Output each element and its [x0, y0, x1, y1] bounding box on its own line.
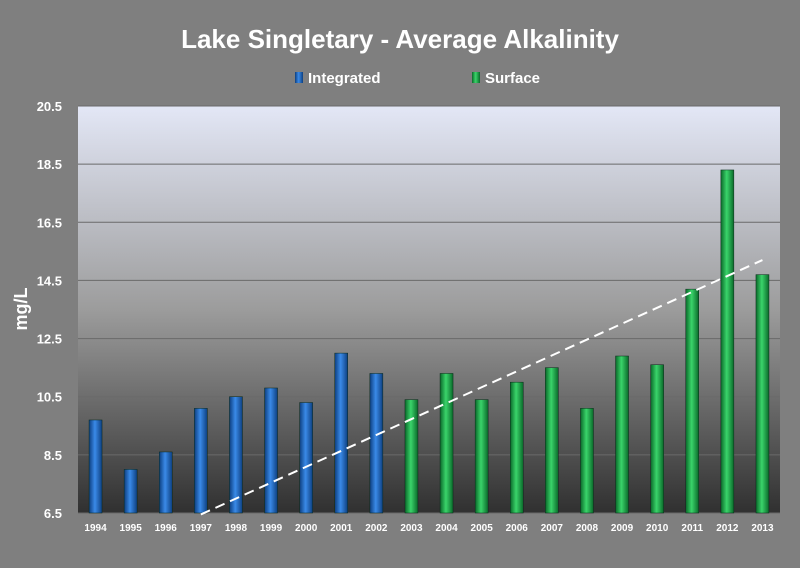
bar-integrated-2002 — [369, 373, 384, 514]
y-tick-label: 6.5 — [44, 506, 62, 521]
trendline — [200, 259, 763, 516]
bar-surface-2004 — [439, 373, 454, 514]
legend-label-integrated: Integrated — [308, 70, 381, 87]
bar-surface-2009 — [615, 355, 629, 514]
x-tick-label: 1994 — [84, 523, 107, 534]
chart-title: Lake Singletary - Average Alkalinity — [181, 24, 619, 54]
bar-surface-2013 — [755, 274, 770, 514]
x-tick-label: 2004 — [435, 523, 458, 534]
x-tick-label: 2007 — [541, 523, 564, 534]
x-tick-label: 2005 — [471, 523, 494, 534]
plot-area — [78, 106, 780, 513]
bar-integrated-1998 — [229, 396, 243, 514]
legend-swatch-surface — [472, 72, 480, 83]
bar-surface-2010 — [650, 364, 664, 514]
y-axis-label: mg/L — [11, 287, 31, 330]
x-tick-label: 2011 — [681, 523, 703, 534]
y-tick-label: 18.5 — [37, 157, 62, 172]
bar-surface-2003 — [404, 399, 419, 514]
x-tick-label: 2010 — [646, 523, 669, 534]
x-tick-label: 2001 — [330, 523, 353, 534]
x-tick-label: 2000 — [295, 523, 318, 534]
y-tick-label: 16.5 — [37, 215, 62, 230]
x-tick-label: 2009 — [611, 523, 634, 534]
trendline-dashed — [200, 259, 763, 516]
x-tick-label: 2006 — [506, 523, 529, 534]
y-tick-label: 10.5 — [37, 390, 62, 405]
x-tick-label: 1999 — [260, 523, 283, 534]
x-tick-label: 1997 — [190, 523, 213, 534]
bar-surface-2011 — [685, 288, 699, 514]
bar-surface-2012 — [720, 169, 735, 514]
y-tick-label: 12.5 — [37, 332, 62, 347]
x-axis-ticks: 1994 1995 1996 1997 1998 1999 2000 2001 2002 2003… — [84, 523, 774, 534]
bar-integrated-2001 — [334, 352, 348, 514]
y-axis-ticks: 6.5 8.5 10.5 12.5 14.5 16.5 18.5 20.5 — [37, 99, 62, 521]
bar-surface-2008 — [580, 408, 594, 514]
bar-surface-2005 — [474, 399, 489, 514]
x-tick-label: 2012 — [716, 523, 739, 534]
legend-label-surface: Surface — [485, 70, 540, 87]
x-tick-label: 1996 — [155, 523, 178, 534]
x-tick-label: 2013 — [751, 523, 774, 534]
legend: Integrated Surface — [295, 70, 540, 87]
bar-integrated-1995 — [123, 469, 138, 514]
legend-swatch-integrated — [295, 72, 303, 83]
x-tick-label: 1995 — [120, 523, 143, 534]
x-tick-label: 2002 — [365, 523, 388, 534]
bar-integrated-1994 — [88, 419, 103, 514]
x-tick-label: 2003 — [400, 523, 423, 534]
y-tick-label: 14.5 — [37, 273, 62, 288]
bar-integrated-2000 — [299, 402, 313, 514]
bar-integrated-1996 — [159, 451, 173, 514]
bar-surface-2006 — [510, 381, 524, 514]
bar-integrated-1997 — [194, 408, 208, 514]
x-tick-label: 1998 — [225, 523, 248, 534]
bar-integrated-1999 — [264, 387, 278, 514]
bar-surface-2007 — [545, 367, 559, 514]
x-tick-label: 2008 — [576, 523, 599, 534]
y-tick-label: 20.5 — [37, 99, 62, 114]
y-tick-label: 8.5 — [44, 448, 62, 463]
